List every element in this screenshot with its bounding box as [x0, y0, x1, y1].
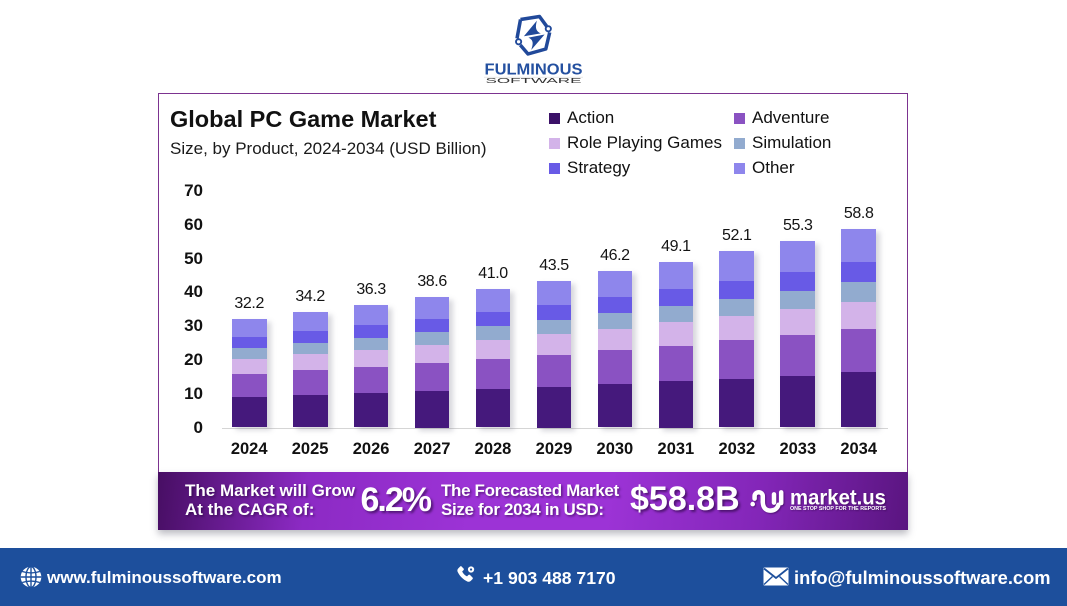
svg-text:ONE STOP SHOP FOR THE REPORTS: ONE STOP SHOP FOR THE REPORTS: [790, 506, 887, 512]
svg-text:FULMINOUS: FULMINOUS: [485, 62, 583, 79]
svg-text:SOFTWARE: SOFTWARE: [486, 76, 582, 85]
svg-text:market.us: market.us: [790, 486, 886, 510]
